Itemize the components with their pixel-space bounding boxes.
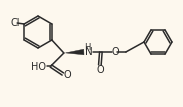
Text: N: N	[85, 47, 93, 57]
Text: H: H	[84, 42, 90, 51]
Text: O: O	[111, 47, 119, 57]
Text: O: O	[63, 70, 71, 80]
Text: Cl: Cl	[10, 18, 20, 28]
Polygon shape	[65, 49, 84, 55]
Text: O: O	[96, 65, 104, 75]
Text: HO: HO	[31, 62, 46, 72]
